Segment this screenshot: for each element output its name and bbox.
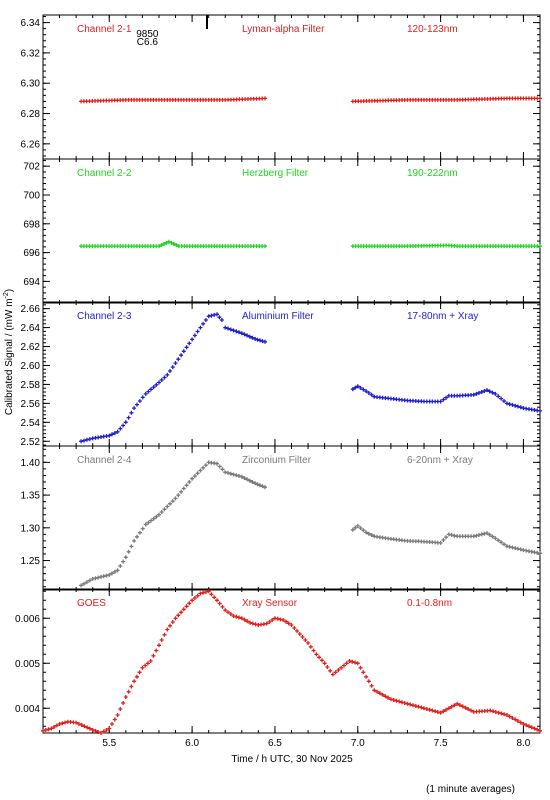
y-tick-label: 6.32 bbox=[21, 48, 41, 59]
y-tick-label: 6.34 bbox=[21, 18, 41, 29]
data-series-segment-2 bbox=[350, 384, 542, 413]
y-tick-label: 2.60 bbox=[21, 361, 41, 372]
panel-label-filter-name: Xray Sensor bbox=[242, 598, 298, 609]
data-series-segment-1 bbox=[79, 460, 267, 588]
averaging-note: (1 minute averages) bbox=[426, 784, 515, 795]
flare-annotation: C6.6 bbox=[137, 37, 159, 48]
y-tick-label: 2.58 bbox=[21, 380, 41, 391]
y-tick-label: 1.25 bbox=[21, 556, 41, 567]
y-tick-label: 0.006 bbox=[15, 614, 40, 625]
panel-label-wavelength-band: 190-222nm bbox=[407, 168, 458, 179]
y-tick-label: 700 bbox=[23, 191, 40, 202]
panel-label-filter-name: Aluminium Filter bbox=[242, 311, 314, 322]
y-tick-label: 6.28 bbox=[21, 109, 41, 120]
y-axis-label-main: Calibrated Signal / (mW m bbox=[4, 298, 15, 415]
panel-frame bbox=[42, 588, 541, 734]
y-axis-label-end: ) bbox=[4, 289, 15, 292]
panel-label-filter-name: Herzberg Filter bbox=[242, 168, 309, 179]
y-tick-label: 0.005 bbox=[15, 659, 40, 670]
y-axis-label: Calibrated Signal / (mW m-2) bbox=[3, 289, 15, 415]
panel-label-channel-name: Channel 2-1 bbox=[77, 24, 132, 35]
chart-panel-1: 6.26 6.28 6.30 6.32 6.34 Channel 2-1 Lyman-alp… bbox=[21, 14, 542, 160]
chart-panel-4: 1.25 1.30 1.35 1.40 Channel 2-4 Zirconium Fil… bbox=[21, 445, 542, 591]
x-tick-label: 7.0 bbox=[351, 738, 365, 749]
panel-frame bbox=[42, 14, 541, 160]
panel-frame bbox=[42, 301, 541, 447]
x-axis-label: Time / h UTC, 30 Nov 2025 bbox=[231, 754, 353, 765]
x-tick-label: 6.0 bbox=[185, 738, 199, 749]
y-tick-label: 696 bbox=[23, 248, 40, 259]
data-series-segment-2 bbox=[350, 96, 542, 104]
panel-label-wavelength-band: 120-123nm bbox=[407, 24, 458, 35]
panel-label-channel-name: Channel 2-3 bbox=[77, 311, 132, 322]
data-series-segment-1 bbox=[79, 312, 267, 444]
panel-label-filter-name: Zirconium Filter bbox=[242, 455, 312, 466]
y-tick-label: 2.66 bbox=[21, 304, 41, 315]
data-series-segment-2 bbox=[350, 243, 542, 249]
y-axis-label-superscript: -2 bbox=[3, 292, 10, 298]
chart-panel-3: 2.52 2.54 2.56 2.58 2.60 2.62 2.64 2.66 Channel … bbox=[21, 301, 542, 448]
y-tick-label: 2.52 bbox=[21, 437, 41, 448]
panel-label-filter-name: Lyman-alpha Filter bbox=[242, 24, 325, 35]
chart-panel-2: 694 696 698 700 702 Channel 2-2 Herzberg Filte… bbox=[23, 158, 542, 304]
panel-label-channel-name: GOES bbox=[77, 598, 106, 609]
y-tick-label: 0.004 bbox=[15, 704, 40, 715]
data-series-segment-1 bbox=[79, 96, 267, 104]
flare-annotation: 9850 bbox=[136, 29, 159, 40]
data-series-segment-1 bbox=[79, 239, 267, 249]
panel-frame bbox=[42, 158, 541, 304]
panel-label-wavelength-band: 17-80nm + Xray bbox=[407, 311, 478, 322]
y-tick-label: 2.64 bbox=[21, 323, 41, 334]
x-tick-label: 7.5 bbox=[434, 738, 448, 749]
x-tick-label: 5.5 bbox=[102, 738, 116, 749]
panel-label-wavelength-band: 6-20nm + Xray bbox=[407, 455, 473, 466]
panel-label-channel-name: Channel 2-4 bbox=[77, 455, 132, 466]
y-tick-label: 6.30 bbox=[21, 79, 41, 90]
y-tick-label: 2.54 bbox=[21, 418, 41, 429]
y-tick-label: 2.56 bbox=[21, 399, 41, 410]
y-tick-label: 1.30 bbox=[21, 523, 41, 534]
y-tick-label: 2.62 bbox=[21, 342, 41, 353]
y-tick-label: 1.40 bbox=[21, 458, 41, 469]
y-tick-label: 702 bbox=[23, 162, 40, 173]
y-tick-label: 694 bbox=[23, 277, 40, 288]
x-tick-label: 8.0 bbox=[516, 738, 530, 749]
x-tick-label: 6.5 bbox=[268, 738, 282, 749]
chart-panel-5: 0.004 0.005 0.006 GOES Xray Sensor 0.1-0.8nm 5… bbox=[15, 588, 542, 749]
y-tick-label: 6.26 bbox=[21, 139, 41, 150]
data-series-segment-1 bbox=[41, 589, 542, 735]
panel-label-wavelength-band: 0.1-0.8nm bbox=[407, 598, 452, 609]
y-tick-label: 698 bbox=[23, 219, 40, 230]
y-tick-label: 1.35 bbox=[21, 491, 41, 502]
data-series-segment-2 bbox=[350, 523, 542, 556]
panel-label-channel-name: Channel 2-2 bbox=[77, 168, 132, 179]
